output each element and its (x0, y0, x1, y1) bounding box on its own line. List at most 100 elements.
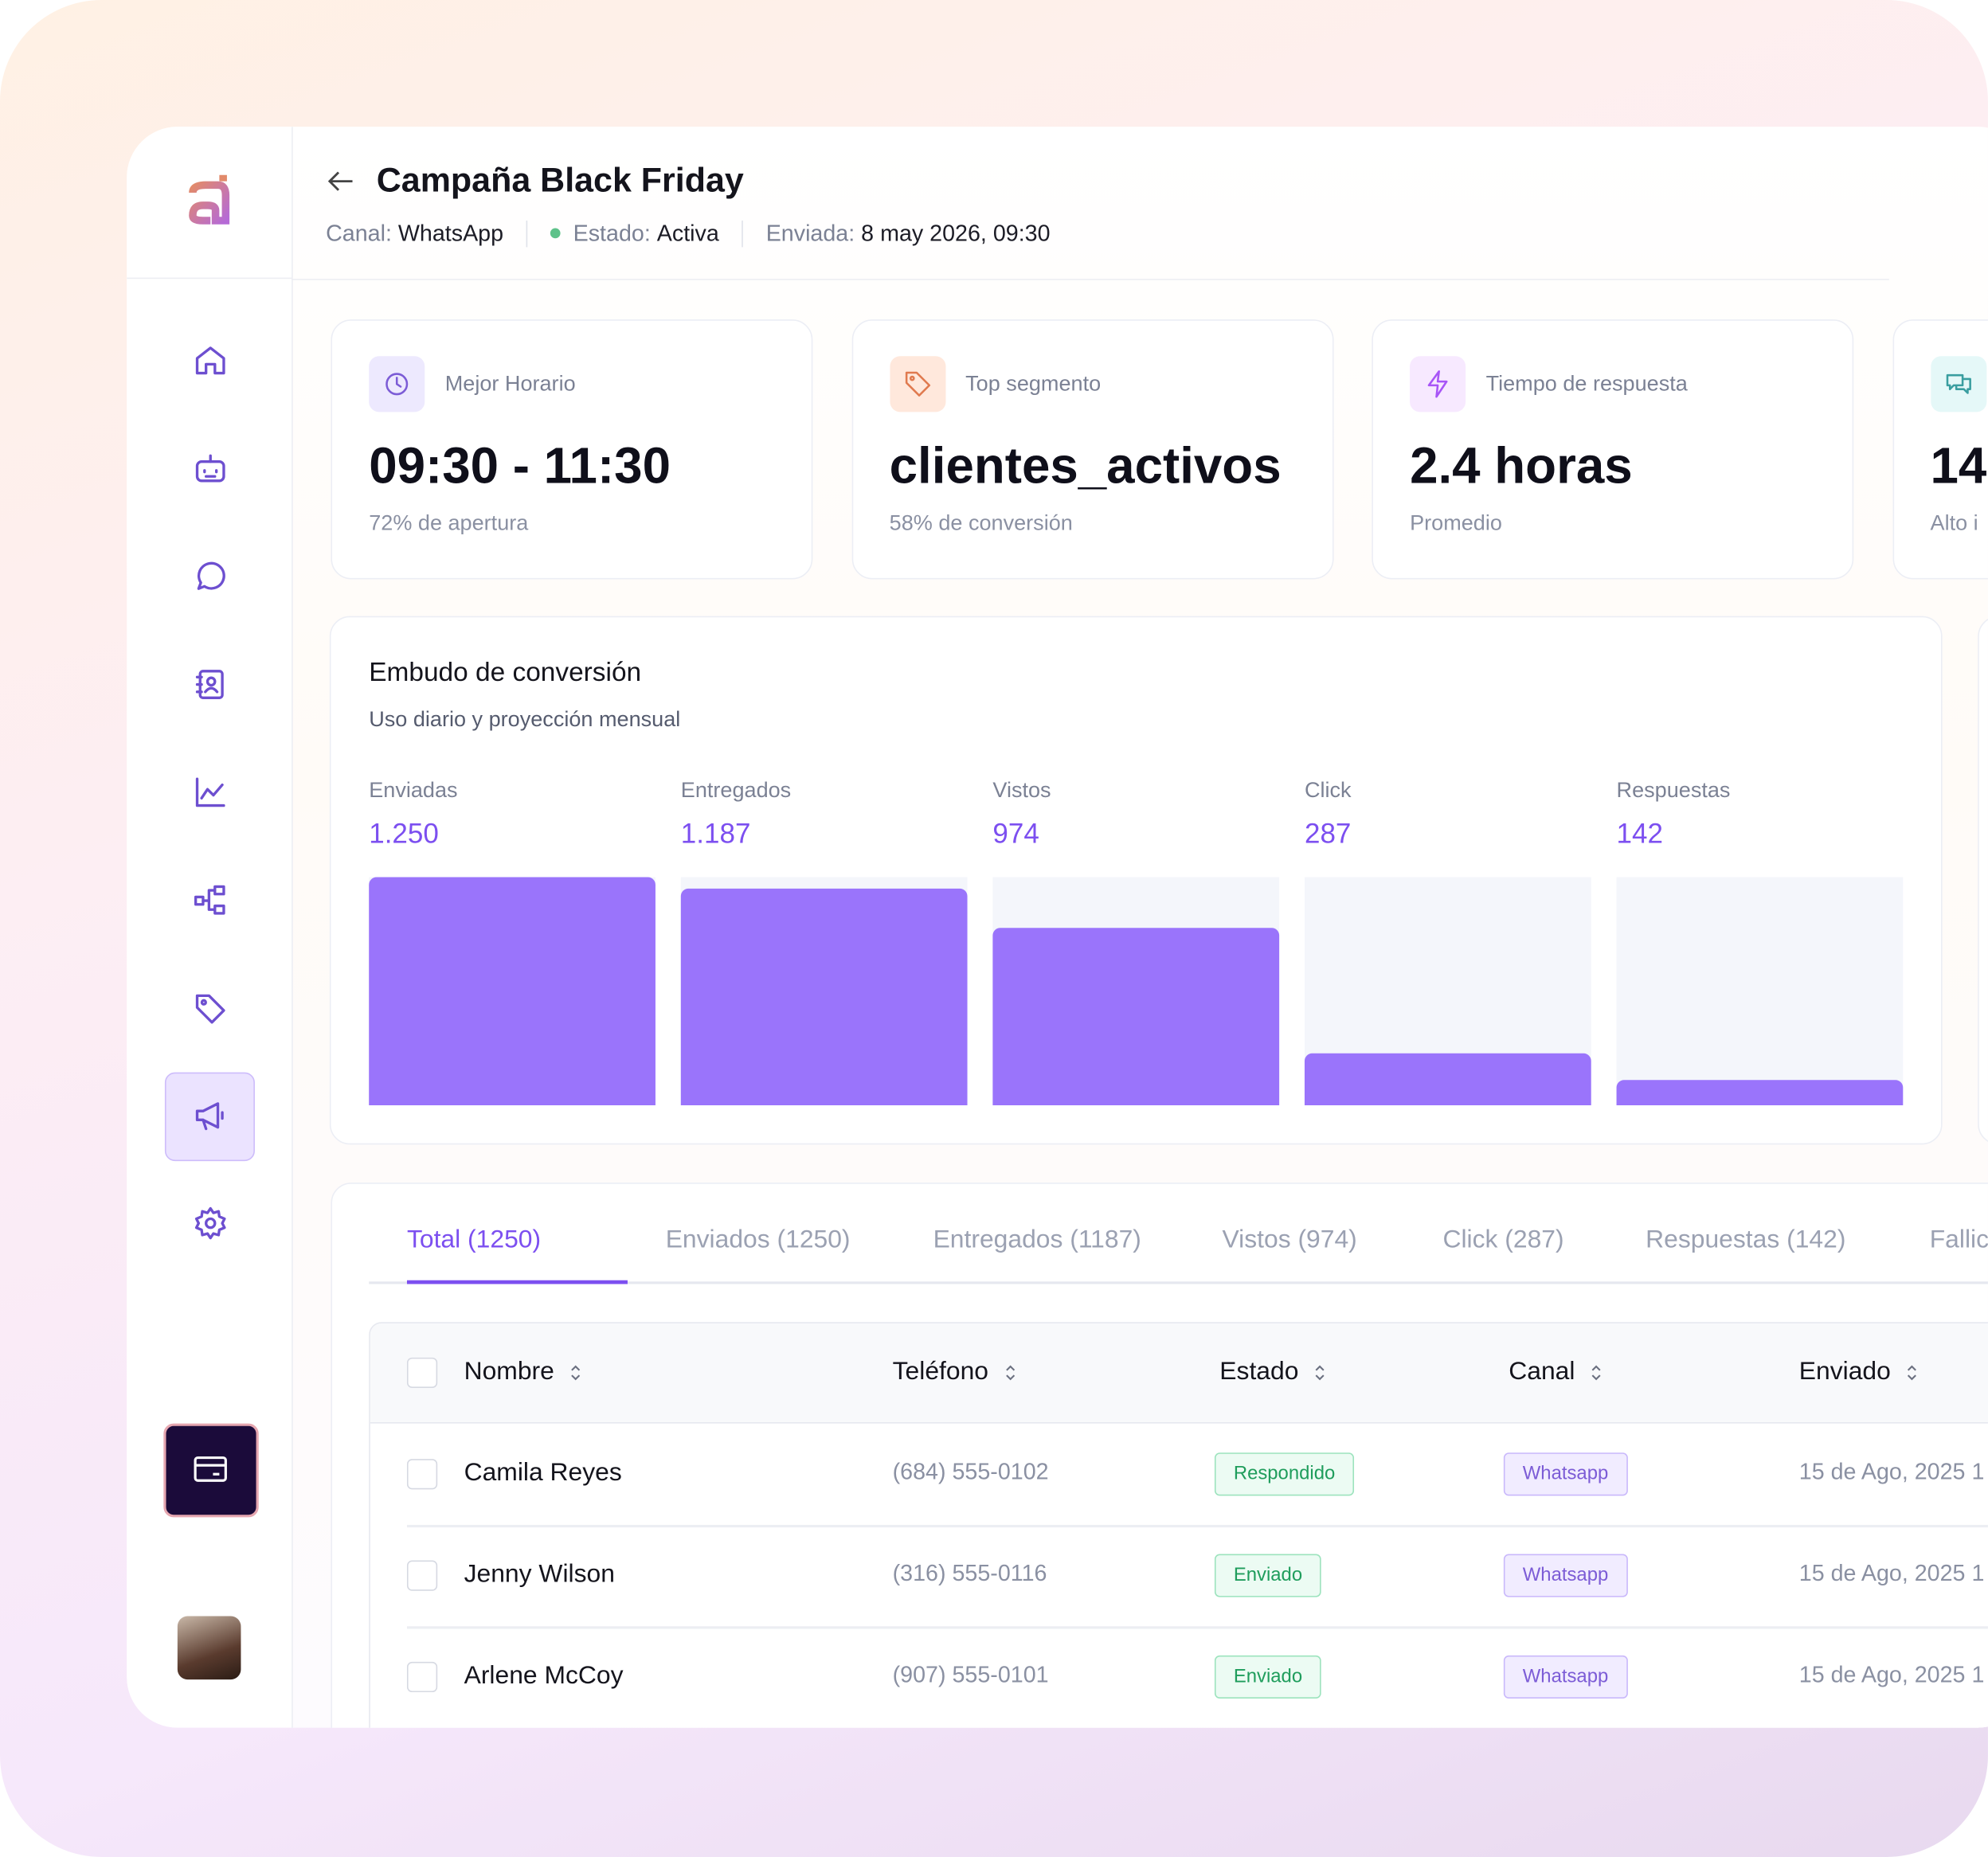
partial-card (1978, 616, 1988, 1145)
stage-value: 974 (992, 817, 1039, 850)
funnel-subtitle: Uso diario y proyección mensual (369, 707, 681, 732)
status-pill: Whatsapp (1503, 1452, 1628, 1496)
funnel-card: Embudo de conversión Uso diario y proyecc… (329, 616, 1943, 1145)
stage-value: 1.187 (680, 817, 751, 850)
billing-button[interactable] (163, 1423, 259, 1518)
meta-value: WhatsApp (397, 220, 504, 246)
stat-icon (1410, 356, 1466, 412)
tab[interactable]: Respuestas (142) (1646, 1226, 1846, 1254)
sort-icon[interactable] (1591, 1363, 1603, 1381)
meta-label: Canal: (326, 220, 392, 246)
checkbox[interactable] (406, 1560, 438, 1591)
stat-note: 72% de apertura (369, 510, 529, 535)
stat-value: clientes_activos (889, 438, 1282, 495)
cell: (684) 555-0102 (892, 1459, 1049, 1484)
status-pill: Whatsapp (1503, 1655, 1628, 1699)
stat-value: 142 (1930, 438, 1988, 495)
row-divider (406, 1626, 1988, 1628)
funnel-bar (1616, 1079, 1904, 1106)
card-icon (194, 1456, 227, 1482)
stat-label: Top segmento (965, 371, 1102, 396)
table-card: Total (1250) Enviados (1250) Entregados (1… (331, 1183, 1988, 1728)
checkbox[interactable] (406, 1661, 438, 1693)
cell: 15 de Ago, 2025 1 (1798, 1560, 1985, 1586)
funnel-bar (992, 927, 1280, 1106)
column-label: Teléfono (892, 1357, 989, 1386)
back-arrow[interactable] (327, 169, 355, 194)
campaign-icon[interactable] (193, 1097, 229, 1133)
sort-icon[interactable] (1314, 1363, 1327, 1381)
stage-value: 1.250 (369, 817, 439, 850)
stat-label: Mejor Horario (444, 371, 576, 396)
name-cell: Jenny Wilson (464, 1560, 615, 1589)
stat-card: 142 Alto i (1892, 319, 1988, 580)
column-label: Canal (1509, 1357, 1575, 1386)
meta-item: Canal: WhatsApp (326, 220, 503, 246)
meta-label: Enviada: (765, 220, 855, 246)
stage-name: Enviadas (369, 778, 458, 803)
stat-card: Mejor Horario 09:30 - 11:30 72% de apertur… (331, 319, 813, 580)
chat-icon[interactable] (193, 559, 229, 595)
page-title: Campaña Black Friday (376, 161, 744, 199)
meta-value: Activa (656, 220, 719, 246)
stat-note: Alto i (1930, 510, 1978, 535)
divider (292, 279, 1889, 280)
status-dot (550, 228, 561, 239)
checkbox[interactable] (406, 1357, 438, 1389)
column-label: Enviado (1798, 1357, 1891, 1386)
stage-value: 142 (1616, 817, 1663, 850)
analytics-icon[interactable] (193, 775, 229, 811)
bar-track (1616, 877, 1904, 1106)
sort-icon[interactable] (1004, 1363, 1016, 1381)
stage-name: Entregados (680, 778, 792, 803)
cell: 15 de Ago, 2025 1 (1798, 1459, 1985, 1484)
sidebar (127, 127, 293, 1728)
settings-icon[interactable] (193, 1206, 229, 1241)
sort-icon[interactable] (1906, 1363, 1919, 1381)
meta-item: Estado: Activa (526, 220, 719, 247)
checkbox[interactable] (406, 1459, 438, 1490)
column-header[interactable]: Canal (1509, 1358, 1603, 1387)
column-header[interactable]: Nombre (464, 1358, 582, 1387)
column-header[interactable]: Estado (1219, 1358, 1326, 1387)
stage-name: Click (1304, 778, 1352, 803)
sort-icon[interactable] (569, 1363, 582, 1381)
funnel-bar (1304, 1053, 1591, 1106)
meta-value: 8 may 2026, 09:30 (861, 220, 1051, 246)
tab[interactable]: Fallic (1929, 1226, 1988, 1254)
tab[interactable]: Enviados (1250) (665, 1226, 851, 1254)
divider (127, 277, 292, 280)
logo (189, 174, 230, 225)
meta-line: Canal: WhatsApp Estado: Activa Enviada: 8 may… (326, 218, 1051, 248)
stat-card: Tiempo de respuesta 2.4 horas Promedio (1372, 319, 1854, 580)
status-pill: Enviado (1214, 1554, 1322, 1597)
tab[interactable]: Vistos (974) (1222, 1226, 1357, 1254)
tab[interactable]: Total (1250) (406, 1226, 542, 1254)
status-pill: Respondido (1214, 1452, 1355, 1496)
column-header[interactable]: Teléfono (893, 1358, 1016, 1387)
home-icon[interactable] (193, 343, 229, 379)
tab[interactable]: Entregados (1187) (933, 1226, 1141, 1254)
icon (905, 371, 930, 397)
contacts-icon[interactable] (193, 667, 229, 702)
active-nav[interactable] (164, 1072, 255, 1162)
stat-note: Promedio (1410, 510, 1502, 535)
cell: (316) 555-0116 (892, 1560, 1047, 1586)
stat-icon (889, 356, 945, 412)
stat-value: 2.4 horas (1410, 438, 1633, 495)
avatar[interactable] (177, 1616, 241, 1680)
icon (1945, 373, 1971, 394)
cell: (907) 555-0101 (892, 1661, 1049, 1687)
status-pill: Enviado (1214, 1655, 1322, 1699)
meta-item: Enviada: 8 may 2026, 09:30 (742, 220, 1051, 247)
bot-icon[interactable] (193, 452, 229, 487)
tab[interactable]: Click (287) (1442, 1226, 1564, 1254)
app-window: Campaña Black Friday Canal: WhatsApp Estad… (127, 127, 1988, 1728)
flow-icon[interactable] (193, 882, 229, 918)
name-cell: Arlene McCoy (464, 1661, 624, 1690)
funnel-bar (369, 877, 655, 1106)
column-header[interactable]: Enviado (1799, 1358, 1919, 1387)
tag-icon[interactable] (193, 991, 229, 1027)
